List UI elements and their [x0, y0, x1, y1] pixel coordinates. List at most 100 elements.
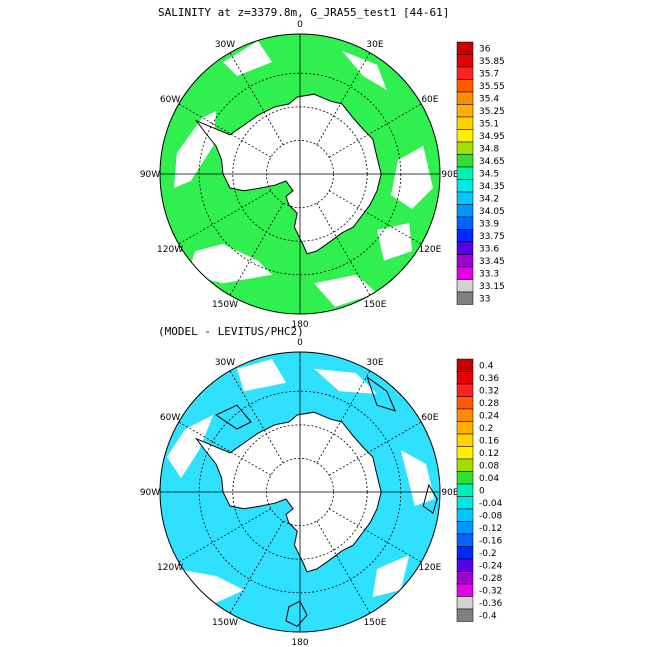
colorbar-tick-label: 35.55: [479, 82, 505, 92]
colorbar-swatch: [456, 371, 474, 385]
colorbar-tick-label: -0.28: [479, 574, 503, 584]
colorbar-swatch: [456, 533, 474, 547]
colorbar-tick-label: -0.4: [479, 611, 497, 621]
colorbar-tick-label: 34.2: [479, 194, 499, 204]
contour-line: [285, 600, 308, 628]
colorbar-swatch: [456, 241, 474, 255]
meridian-line: [178, 421, 272, 476]
colorbar-tick-label: 33: [479, 294, 490, 304]
colorbar-tick-label: -0.32: [479, 586, 502, 596]
colorbar-tick-label: -0.36: [479, 599, 503, 609]
no-data-region: [237, 359, 286, 392]
colorbar-tick-label: 0.12: [479, 449, 499, 459]
colorbar-tick-label: -0.12: [479, 524, 502, 534]
meridian-line: [178, 190, 272, 245]
colorbar-tick-label: 35.7: [479, 69, 499, 79]
difference-colorbar: 0.4 0.36 0.32 0.28 0.24 0.2 0.16 0.12 0.08 0.04 0 -…: [456, 358, 503, 622]
colorbar-tick-label: 33.9: [479, 219, 499, 229]
colorbar-tick-label: 0.04: [479, 474, 499, 484]
colorbar-tick-label: 0.2: [479, 424, 493, 434]
colorbar-swatch: [456, 446, 474, 460]
longitude-label: 90W: [140, 170, 160, 180]
no-data-region: [342, 50, 387, 90]
meridian-line: [229, 52, 284, 146]
colorbar-swatch: [456, 583, 474, 597]
longitude-label: 60W: [160, 95, 180, 105]
meridian-line: [328, 508, 422, 563]
longitude-label: 60W: [160, 413, 180, 423]
colorbar-swatch: [456, 408, 474, 422]
meridian-line: [328, 421, 422, 476]
colorbar-tick-label: -0.24: [479, 561, 503, 571]
colorbar-tick-label: 35.4: [479, 94, 499, 104]
colorbar-tick-label: 35.1: [479, 119, 499, 129]
colorbar-swatch: [456, 204, 474, 218]
colorbar-tick-label: 35.25: [479, 107, 505, 117]
colorbar-tick-label: 33.6: [479, 244, 499, 254]
no-data-region: [391, 146, 433, 209]
longitude-label: 120W: [157, 245, 183, 255]
longitude-label: 180: [291, 320, 308, 330]
colorbar-swatch: [456, 571, 474, 585]
salinity-colorbar: 36 35.85 35.7 35.55 35.4 35.25 35.1 34.95 34.8 34…: [456, 41, 505, 305]
no-data-region: [167, 415, 214, 478]
colorbar-swatch: [456, 66, 474, 80]
colorbar-swatch: [456, 154, 474, 168]
longitude-label: 60E: [421, 413, 438, 423]
colorbar-tick-label: 0.16: [479, 436, 499, 446]
colorbar-swatch: [456, 291, 474, 305]
meridian-line: [316, 202, 371, 296]
longitude-label: 150E: [364, 618, 387, 628]
colorbar-swatch: [456, 129, 474, 143]
colorbar-tick-label: 34.95: [479, 132, 505, 142]
colorbar-swatch: [456, 141, 474, 155]
colorbar-swatch: [456, 279, 474, 293]
meridian-line: [229, 520, 284, 614]
longitude-label: 180: [291, 638, 308, 647]
meridian-line: [328, 103, 422, 158]
colorbar-tick-label: 33.75: [479, 232, 505, 242]
colorbar-swatch: [456, 254, 474, 268]
colorbar-tick-label: 0: [479, 486, 485, 496]
colorbar-swatch: [456, 521, 474, 535]
no-data-region: [314, 274, 377, 307]
colorbar-tick-label: -0.2: [479, 549, 497, 559]
longitude-label: 30W: [215, 358, 235, 368]
meridian-line: [316, 370, 371, 464]
colorbar-swatch: [456, 216, 474, 230]
colorbar-swatch: [456, 179, 474, 193]
colorbar-tick-label: 34.05: [479, 207, 505, 217]
colorbar-tick-label: 0.36: [479, 374, 499, 384]
contour-line: [422, 483, 438, 514]
colorbar-tick-label: 0.24: [479, 411, 499, 421]
colorbar-swatch: [456, 116, 474, 130]
colorbar-swatch: [456, 508, 474, 522]
colorbar-tick-label: 35.85: [479, 57, 505, 67]
colorbar-swatch: [456, 229, 474, 243]
colorbar-swatch: [456, 396, 474, 410]
colorbar-swatch: [456, 596, 474, 610]
panel1-title: SALINITY at z=3379.8m, G_JRA55_test1 [44…: [158, 6, 450, 19]
no-data-region: [372, 555, 410, 597]
map-border: [159, 351, 441, 633]
colorbar-swatch: [456, 496, 474, 510]
colorbar-swatch: [456, 383, 474, 397]
colorbar-tick-label: 34.8: [479, 144, 499, 154]
colorbar-tick-label: 0.08: [479, 461, 499, 471]
longitude-label: 120E: [418, 245, 441, 255]
colorbar-swatch: [456, 191, 474, 205]
meridian-line: [316, 52, 371, 146]
longitude-label: 120W: [157, 563, 183, 573]
colorbar-tick-label: 0.4: [479, 361, 494, 371]
meridian-line: [328, 190, 422, 245]
colorbar-tick-label: 0.32: [479, 386, 499, 396]
longitude-label: 90E: [441, 170, 458, 180]
colorbar-swatch: [456, 41, 474, 55]
colorbar-swatch: [456, 166, 474, 180]
meridian-line: [229, 202, 284, 296]
longitude-label: 30E: [366, 40, 383, 50]
contour-line: [214, 404, 252, 430]
longitude-label: 60E: [421, 95, 438, 105]
